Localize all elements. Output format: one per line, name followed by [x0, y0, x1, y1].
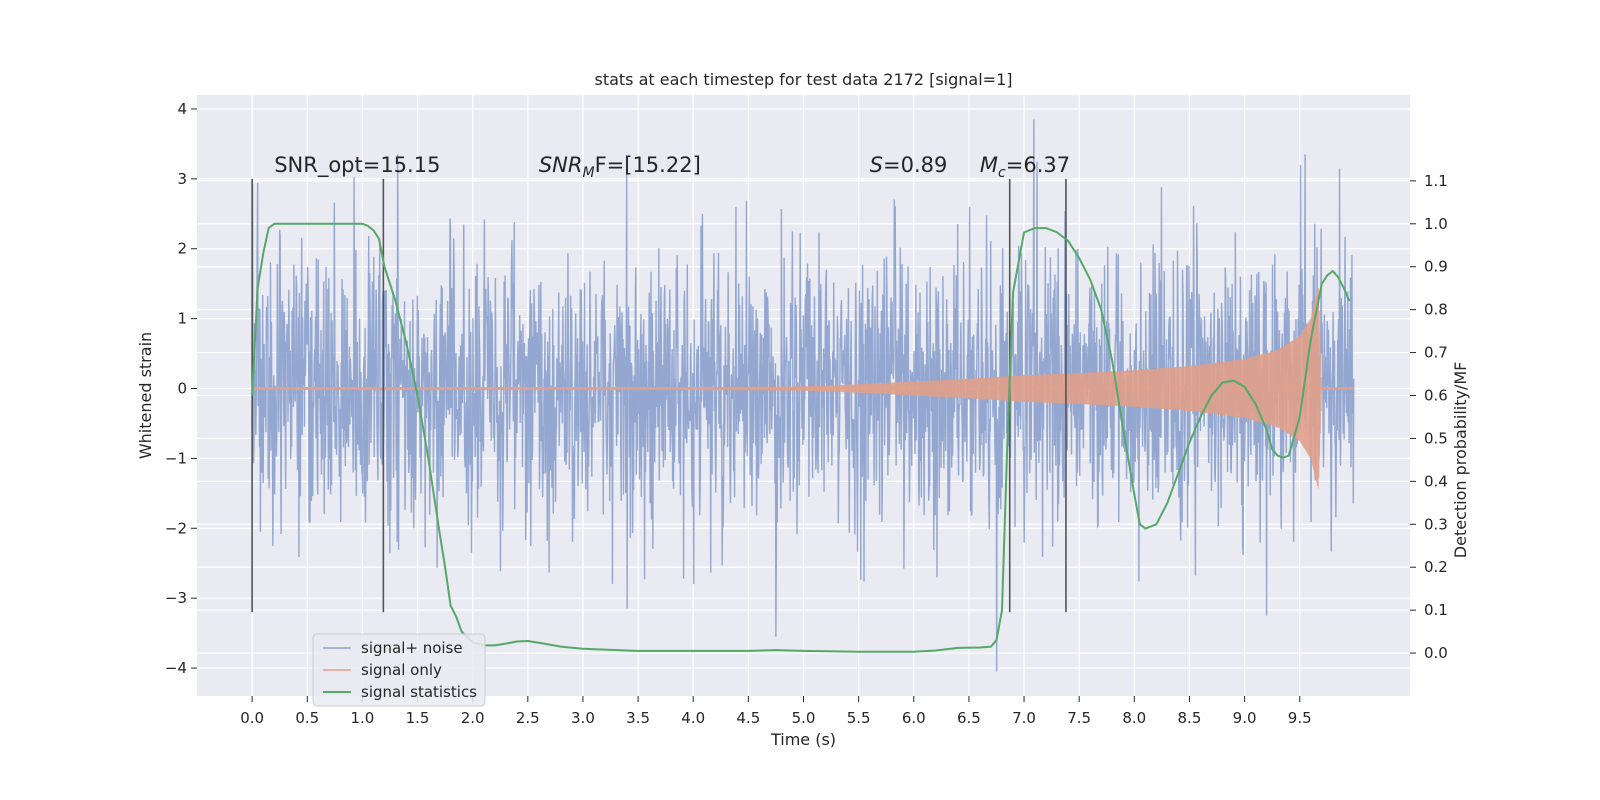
x-tick-label-15: 7.5	[1067, 709, 1091, 727]
annotations: SNR_opt=15.15 SNRMF=[15.22] S=0.89 Mc=6.37	[274, 153, 1070, 181]
y-right-tick-label-9: 0.2	[1424, 558, 1448, 576]
x-tick-label-3: 1.5	[406, 709, 430, 727]
x-tick-label-16: 8.0	[1122, 709, 1146, 727]
x-tick-label-10: 5.0	[792, 709, 816, 727]
y-right-tick-label-0: 1.1	[1424, 172, 1448, 190]
y-right-tick-label-1: 1.0	[1424, 215, 1448, 233]
annotation-1: SNRMF=[15.22]	[539, 153, 701, 181]
y-axis-left: 4 3 2 1 0 −1 −2 −3 −4	[165, 100, 197, 677]
x-tick-label-4: 2.0	[461, 709, 485, 727]
y-tick-label-1: 3	[177, 170, 187, 188]
y-axis-right-label: Detection probability/MF	[1451, 362, 1470, 559]
x-tick-label-2: 1.0	[350, 709, 374, 727]
series-signal-statistics	[251, 222, 1351, 653]
y-tick-label-8: −4	[165, 659, 187, 677]
x-tick-label-19: 9.5	[1288, 709, 1312, 727]
y-tick-label-2: 2	[177, 240, 187, 258]
y-right-tick-label-7: 0.4	[1424, 472, 1448, 490]
x-tick-label-12: 6.0	[902, 709, 926, 727]
y-right-tick-label-5: 0.6	[1424, 387, 1448, 405]
legend: signal+ noise signal only signal statistic…	[312, 633, 486, 707]
y-axis-right: 1.1 1.0 0.9 0.8 0.7 0.6 0.5 0.4 0.3 0.2 0.1 0.0	[1410, 172, 1448, 662]
x-tick-label-0: 0.0	[240, 709, 264, 727]
x-tick-label-6: 3.0	[571, 709, 595, 727]
chart-title: stats at each timestep for test data 217…	[594, 70, 1012, 89]
y-right-tick-label-2: 0.9	[1424, 258, 1448, 276]
noise-trace	[251, 119, 1355, 672]
y-right-tick-label-8: 0.3	[1424, 515, 1448, 533]
legend-label-1: signal only	[361, 661, 442, 679]
y-tick-label-4: 0	[177, 380, 187, 398]
legend-box	[312, 633, 486, 707]
x-tick-label-5: 2.5	[516, 709, 540, 727]
y-right-tick-label-4: 0.7	[1424, 344, 1448, 362]
annotation-2: S=0.89	[870, 153, 948, 177]
x-tick-label-11: 5.5	[847, 709, 871, 727]
x-axis-label: Time (s)	[770, 730, 836, 749]
y-right-tick-label-10: 0.1	[1424, 601, 1448, 619]
series-signal-plus-noise	[251, 119, 1355, 672]
x-axis: 0.0 0.5 1.0 1.5 2.0 2.5 3.0 3.5 4.0 4.5 5.0 5.5 6.0 6…	[240, 696, 1312, 727]
y-tick-label-6: −2	[165, 519, 187, 537]
y-axis-label: Whitened strain	[136, 332, 155, 459]
series-signal-only	[251, 288, 1355, 489]
y-right-tick-label-6: 0.5	[1424, 429, 1448, 447]
x-tick-label-13: 6.5	[957, 709, 981, 727]
x-tick-label-17: 8.5	[1178, 709, 1202, 727]
legend-label-2: signal statistics	[361, 683, 477, 701]
y-tick-label-0: 4	[177, 100, 187, 118]
statistics-line	[251, 222, 1351, 653]
y-tick-label-7: −3	[165, 589, 187, 607]
x-tick-label-8: 4.0	[681, 709, 705, 727]
x-tick-label-9: 4.5	[736, 709, 760, 727]
y-tick-label-3: 1	[177, 310, 187, 328]
y-right-tick-label-3: 0.8	[1424, 301, 1448, 319]
x-tick-label-7: 3.5	[626, 709, 650, 727]
chirp-trace	[251, 288, 1355, 489]
x-tick-label-18: 9.0	[1233, 709, 1257, 727]
legend-label-0: signal+ noise	[361, 639, 463, 657]
x-tick-label-1: 0.5	[295, 709, 319, 727]
y-tick-label-5: −1	[165, 449, 187, 467]
y-right-tick-label-11: 0.0	[1424, 644, 1448, 662]
annotation-0: SNR_opt=15.15	[274, 153, 440, 178]
x-tick-label-14: 7.0	[1012, 709, 1036, 727]
annotation-3: Mc=6.37	[980, 153, 1070, 181]
